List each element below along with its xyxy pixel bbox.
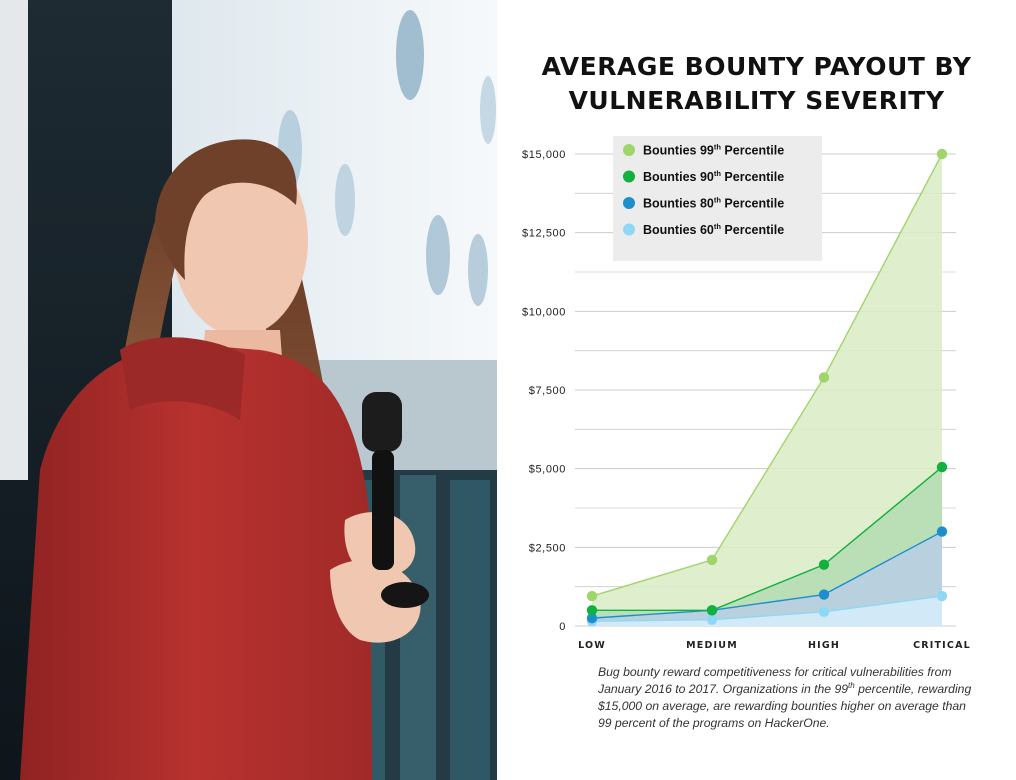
x-tick-label-high: HIGH <box>808 640 840 651</box>
y-tick-label: $7,500 <box>529 385 566 397</box>
chart-title-line-2: VULNERABILITY SEVERITY <box>568 86 945 115</box>
point-p90-low <box>586 605 598 616</box>
legend-label-p60: Bounties 60th Percentile <box>643 222 784 237</box>
y-tick-label: 0 <box>559 621 566 633</box>
caption-text-part-1: Bug bounty reward competitiveness for cr… <box>598 665 952 696</box>
line-p60 <box>591 595 943 622</box>
legend-swatch-p80 <box>623 197 635 209</box>
y-tick-label: $12,500 <box>522 228 566 240</box>
legend-label-main: Bounties 60 <box>643 223 714 237</box>
line-p90 <box>592 466 943 611</box>
bounty-area-chart: 0 $2,500 $5,000 $7,500 $10,000 $12,500 $15,000… <box>522 136 971 651</box>
area-p80 <box>592 531 942 626</box>
point-p80-high <box>818 589 830 600</box>
point-p90-high <box>818 559 830 570</box>
chart-panel: AVERAGE BOUNTY PAYOUT BY VULNERABILITY S… <box>497 0 1016 780</box>
point-p80-critical <box>936 526 948 537</box>
point-p99-critical <box>936 148 948 160</box>
legend-label-rest: Percentile <box>721 170 784 184</box>
speaker-photo <box>0 0 497 780</box>
legend-label-main: Bounties 80 <box>643 197 714 211</box>
legend-label-sup: th <box>714 222 721 231</box>
point-p99-low <box>586 590 598 602</box>
x-tick-label-low: LOW <box>578 640 606 651</box>
point-p80-low <box>586 612 598 624</box>
y-tick-label: $2,500 <box>529 542 566 554</box>
legend-swatch-p90 <box>623 170 635 183</box>
legend-label-sup: th <box>714 196 721 205</box>
area-p99 <box>592 154 942 626</box>
chart-caption: Bug bounty reward competitiveness for cr… <box>598 664 978 732</box>
legend-label-p90: Bounties 90th Percentile <box>643 169 784 184</box>
legend-label-main: Bounties 99 <box>643 144 714 158</box>
legend-label-sup: th <box>714 169 721 178</box>
caption-text-part-2: percentile, rewarding $15,000 on average… <box>598 682 972 730</box>
x-tick-label-critical: CRITICAL <box>913 640 971 651</box>
point-p99-high <box>818 372 830 383</box>
legend-label-main: Bounties 90 <box>643 170 714 184</box>
legend-label-rest: Percentile <box>721 197 784 211</box>
legend-label-sup: th <box>714 143 721 152</box>
point-p90-critical <box>936 461 948 473</box>
y-tick-label: $5,000 <box>529 464 566 476</box>
point-p60-critical <box>936 590 948 602</box>
point-p60-high <box>818 606 830 618</box>
line-p80 <box>591 530 943 619</box>
point-p99-medium <box>706 554 718 566</box>
line-p99 <box>591 153 943 597</box>
legend-swatch-p99 <box>623 144 635 156</box>
area-p60 <box>592 596 942 626</box>
point-p60-medium <box>706 614 718 625</box>
legend-label-p80: Bounties 80th Percentile <box>643 196 784 211</box>
caption-superscript: th <box>848 680 855 690</box>
legend-label-p99: Bounties 99th Percentile <box>643 143 784 158</box>
point-p90-medium <box>706 605 718 616</box>
legend-box <box>613 136 822 261</box>
legend-label-rest: Percentile <box>721 144 784 158</box>
y-tick-label: $10,000 <box>522 306 566 318</box>
legend-label-rest: Percentile <box>721 223 784 237</box>
x-tick-label-medium: MEDIUM <box>686 640 738 651</box>
legend-swatch-p60 <box>623 223 635 236</box>
chart-title-line-1: AVERAGE BOUNTY PAYOUT BY <box>541 52 972 81</box>
y-tick-label: $15,000 <box>522 149 566 161</box>
